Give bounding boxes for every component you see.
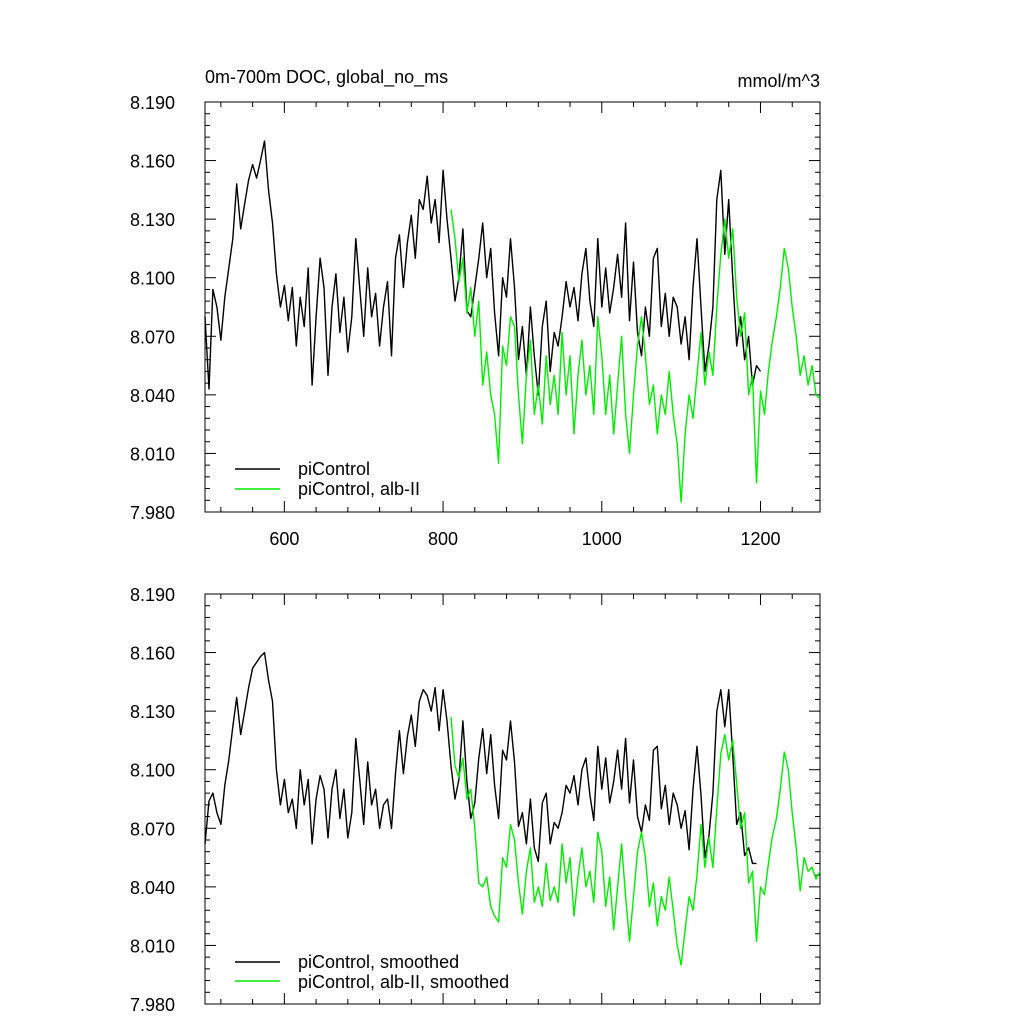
bottom-series-lines xyxy=(204,651,821,966)
legend-label-picontrol: piControl xyxy=(298,459,370,479)
bottom-panel: 7.980 8.010 8.040 8.070 8.100 8.130 8.160 8.190… xyxy=(130,585,821,1015)
legend-label-picontrol-smoothed: piControl, smoothed xyxy=(298,952,459,972)
bottom-ticks xyxy=(205,593,820,1005)
top-series-line-1 xyxy=(450,209,821,503)
top-y-tick-label: 8.070 xyxy=(130,327,175,347)
legend-label-alb-ii: piControl, alb-II xyxy=(298,479,420,499)
top-x-tick-label: 800 xyxy=(428,529,458,549)
bottom-y-tick-label: 8.040 xyxy=(130,878,175,898)
bottom-legend: piControl, smoothed piControl, alb-II, s… xyxy=(235,952,509,992)
top-y-tick-labels: 7.980 8.010 8.040 8.070 8.100 8.130 8.160 8.190 xyxy=(130,93,175,523)
top-y-tick-label: 8.010 xyxy=(130,444,175,464)
top-series-lines xyxy=(204,140,821,503)
bottom-y-tick-label: 8.100 xyxy=(130,761,175,781)
top-x-tick-label: 600 xyxy=(269,529,299,549)
top-y-tick-label: 8.040 xyxy=(130,386,175,406)
top-y-tick-label: 8.100 xyxy=(130,269,175,289)
bottom-y-tick-label: 8.130 xyxy=(130,702,175,722)
bottom-y-tick-label: 7.980 xyxy=(130,995,175,1015)
bottom-y-tick-label: 8.010 xyxy=(130,936,175,956)
top-y-tick-label: 7.980 xyxy=(130,503,175,523)
bottom-y-tick-label: 8.190 xyxy=(130,585,175,605)
bottom-series-line-1 xyxy=(450,716,821,966)
top-y-tick-label: 8.190 xyxy=(130,93,175,113)
top-legend: piControl piControl, alb-II xyxy=(235,459,420,499)
top-y-tick-label: 8.160 xyxy=(130,152,175,172)
top-panel: 7.980 8.010 8.040 8.070 8.100 8.130 8.160 8.190… xyxy=(130,93,821,549)
top-series-line-0 xyxy=(204,140,762,396)
bottom-y-tick-label: 8.160 xyxy=(130,644,175,664)
figure-title: 0m-700m DOC, global_no_ms xyxy=(205,67,448,88)
legend-label-alb-ii-smoothed: piControl, alb-II, smoothed xyxy=(298,972,509,992)
top-plot-frame xyxy=(204,101,821,513)
bottom-y-tick-label: 8.070 xyxy=(130,819,175,839)
top-y-tick-label: 8.130 xyxy=(130,210,175,230)
bottom-plot-frame xyxy=(204,593,821,1005)
top-x-tick-label: 1000 xyxy=(582,529,622,549)
top-ticks xyxy=(205,101,820,513)
top-x-tick-labels: 600 800 1000 1200 xyxy=(269,529,780,549)
bottom-series-line-0 xyxy=(204,651,757,865)
top-x-tick-label: 1200 xyxy=(740,529,780,549)
figure-units: mmol/m^3 xyxy=(738,71,820,91)
bottom-y-tick-labels: 7.980 8.010 8.040 8.070 8.100 8.130 8.160 8.190 xyxy=(130,585,175,1015)
